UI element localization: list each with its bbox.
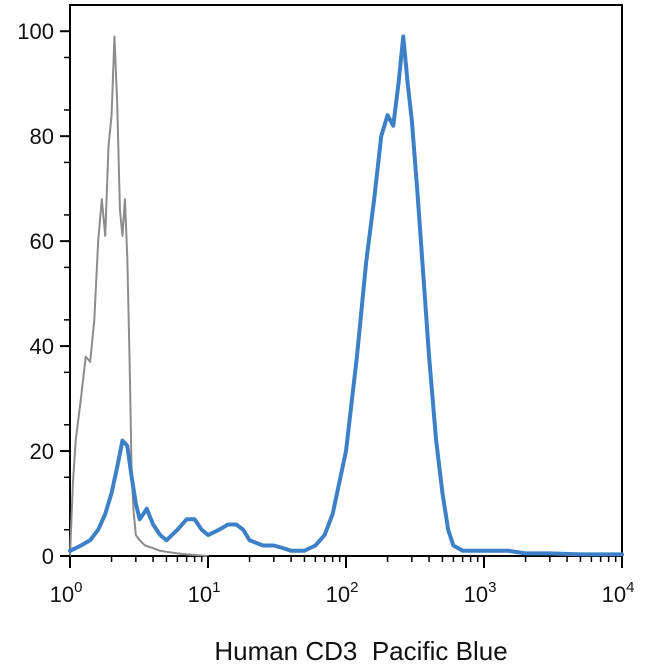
series-line-1 (69, 35, 209, 557)
x-axis: 100 101 102 103 104 (50, 556, 635, 607)
y-tick-label: 80 (30, 124, 54, 149)
series-layer (68, 34, 624, 557)
x-tick-label: 104 (602, 579, 635, 607)
x-axis-label: Human CD3 Pacific Blue (214, 636, 507, 666)
x-tick-label: 100 (50, 579, 83, 607)
y-axis: 0 20 40 60 80 100 (17, 19, 70, 569)
y-tick-label: 40 (30, 334, 54, 359)
x-tick-label: 102 (326, 579, 359, 607)
y-tick-label: 0 (42, 544, 54, 569)
y-tick-label: 100 (17, 19, 54, 44)
series-line-2 (68, 34, 624, 557)
y-tick-label: 60 (30, 229, 54, 254)
y-tick-label: 20 (30, 439, 54, 464)
x-tick-label: 101 (188, 579, 221, 607)
plot-frame (69, 4, 623, 557)
x-tick-label: 103 (464, 579, 497, 607)
